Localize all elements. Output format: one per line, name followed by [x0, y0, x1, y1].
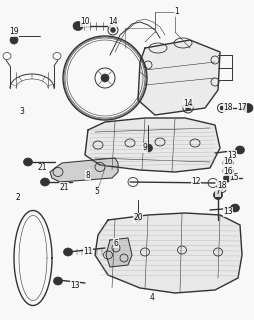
Text: 3: 3	[20, 108, 24, 116]
Text: 21: 21	[59, 182, 69, 191]
Polygon shape	[137, 40, 219, 115]
Text: 18: 18	[216, 180, 226, 189]
Ellipse shape	[230, 204, 239, 212]
Ellipse shape	[110, 28, 115, 33]
Ellipse shape	[40, 178, 49, 186]
Text: 21: 21	[37, 164, 46, 172]
Text: 20: 20	[133, 213, 142, 222]
Text: 14: 14	[182, 99, 192, 108]
Polygon shape	[85, 118, 219, 172]
Text: 12: 12	[190, 178, 200, 187]
Ellipse shape	[235, 146, 244, 154]
Ellipse shape	[219, 106, 223, 110]
Text: 5: 5	[94, 188, 99, 196]
Ellipse shape	[73, 21, 83, 30]
Text: 13: 13	[226, 150, 236, 159]
Text: 19: 19	[9, 28, 19, 36]
Polygon shape	[106, 238, 132, 267]
Ellipse shape	[143, 144, 152, 152]
Text: 13: 13	[70, 281, 80, 290]
Text: 15: 15	[228, 173, 238, 182]
Ellipse shape	[101, 74, 108, 82]
Text: 1: 1	[174, 7, 179, 17]
Text: 17: 17	[236, 103, 246, 113]
Ellipse shape	[223, 174, 232, 182]
Text: 2: 2	[15, 194, 20, 203]
Text: 16: 16	[222, 157, 232, 166]
Text: 18: 18	[222, 103, 232, 113]
Text: 16: 16	[222, 166, 232, 175]
Text: 6: 6	[113, 238, 118, 247]
Ellipse shape	[213, 190, 222, 199]
Ellipse shape	[10, 36, 18, 44]
Text: 13: 13	[222, 207, 232, 217]
Ellipse shape	[242, 103, 252, 113]
Text: 4: 4	[149, 293, 154, 302]
Ellipse shape	[63, 248, 72, 256]
Ellipse shape	[23, 158, 32, 166]
Text: 14: 14	[108, 18, 117, 27]
Polygon shape	[95, 213, 241, 293]
Ellipse shape	[53, 277, 62, 285]
Text: 11: 11	[83, 246, 92, 255]
Text: 10: 10	[80, 18, 89, 27]
Text: 7: 7	[215, 188, 219, 196]
Polygon shape	[50, 158, 118, 182]
Text: 9: 9	[142, 143, 147, 153]
Ellipse shape	[219, 186, 223, 190]
Text: 8: 8	[85, 171, 90, 180]
Ellipse shape	[185, 106, 190, 110]
Ellipse shape	[133, 214, 141, 222]
